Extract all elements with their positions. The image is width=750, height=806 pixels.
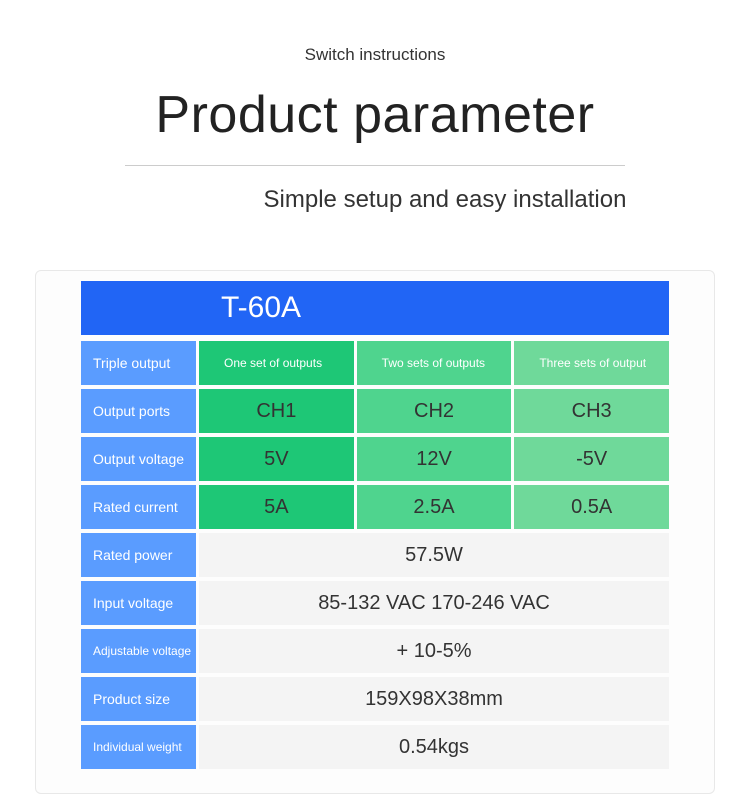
tagline: Simple setup and easy installation	[0, 186, 750, 214]
label-output-voltage: Output voltage	[81, 437, 196, 481]
current-ch3: 0.5A	[514, 485, 669, 529]
row-single-1: Input voltage85-132 VAC 170-246 VAC	[81, 581, 669, 625]
value-single-3: 159X98X38mm	[199, 677, 669, 721]
voltage-ch1: 5V	[199, 437, 354, 481]
value-single-2: + 10-5%	[199, 629, 669, 673]
divider-line	[125, 165, 625, 166]
label-output-ports: Output ports	[81, 389, 196, 433]
label-single-1: Input voltage	[81, 581, 196, 625]
value-single-1: 85-132 VAC 170-246 VAC	[199, 581, 669, 625]
voltage-ch2: 12V	[357, 437, 512, 481]
subtitle-small: Switch instructions	[0, 45, 750, 65]
col-head-1: One set of outputs	[199, 341, 354, 385]
spec-card: T-60A Triple output One set of outputs T…	[35, 270, 715, 794]
ports-ch1: CH1	[199, 389, 354, 433]
row-single-2: Adjustable voltage+ 10-5%	[81, 629, 669, 673]
row-triple-output: Triple output One set of outputs Two set…	[81, 341, 669, 385]
col-head-2: Two sets of outputs	[357, 341, 512, 385]
col-head-3: Three sets of output	[514, 341, 669, 385]
label-triple-output: Triple output	[81, 341, 196, 385]
ports-ch3: CH3	[514, 389, 669, 433]
ports-ch2: CH2	[357, 389, 512, 433]
current-ch1: 5A	[199, 485, 354, 529]
row-single-0: Rated power57.5W	[81, 533, 669, 577]
row-rated-current: Rated current 5A 2.5A 0.5A	[81, 485, 669, 529]
label-single-4: Individual weight	[81, 725, 196, 769]
value-single-0: 57.5W	[199, 533, 669, 577]
model-bar: T-60A	[81, 281, 669, 335]
row-single-4: Individual weight0.54kgs	[81, 725, 669, 769]
value-single-4: 0.54kgs	[199, 725, 669, 769]
label-single-0: Rated power	[81, 533, 196, 577]
row-output-voltage: Output voltage 5V 12V -5V	[81, 437, 669, 481]
label-single-2: Adjustable voltage	[81, 629, 196, 673]
label-rated-current: Rated current	[81, 485, 196, 529]
voltage-ch3: -5V	[514, 437, 669, 481]
label-single-3: Product size	[81, 677, 196, 721]
row-single-3: Product size159X98X38mm	[81, 677, 669, 721]
header-region: Switch instructions Product parameter Si…	[0, 0, 750, 214]
main-title: Product parameter	[0, 85, 750, 145]
current-ch2: 2.5A	[357, 485, 512, 529]
row-output-ports: Output ports CH1 CH2 CH3	[81, 389, 669, 433]
